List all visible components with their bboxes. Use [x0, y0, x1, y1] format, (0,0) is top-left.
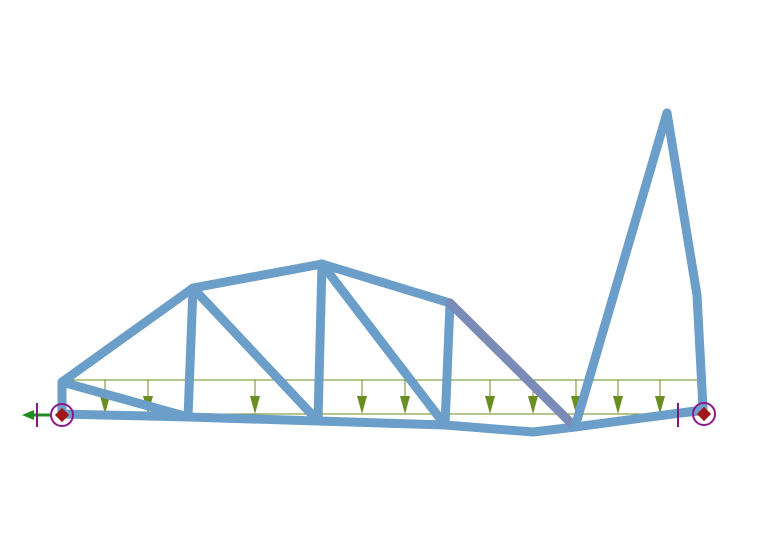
member — [183, 283, 198, 422]
load-arrowhead — [655, 396, 665, 414]
member — [57, 283, 198, 387]
load-arrowhead — [528, 396, 538, 414]
load-arrowhead — [400, 396, 410, 414]
member — [440, 298, 455, 430]
truss-members — [57, 108, 708, 437]
supports — [22, 402, 716, 427]
member — [317, 259, 455, 308]
support-node — [54, 407, 70, 423]
member — [317, 259, 450, 430]
member — [662, 108, 708, 413]
bottom-chord — [57, 405, 708, 437]
load-arrowhead — [485, 396, 495, 414]
member — [188, 259, 327, 293]
member — [445, 298, 580, 432]
load-arrowhead — [250, 396, 260, 414]
member — [570, 108, 672, 432]
load-arrowhead — [100, 396, 110, 414]
support — [50, 403, 74, 427]
load-arrowhead — [613, 396, 623, 414]
member — [57, 377, 193, 422]
support-node — [696, 406, 712, 422]
load-arrowhead — [357, 396, 367, 414]
member — [188, 283, 323, 426]
member — [313, 259, 327, 426]
support — [692, 402, 716, 426]
reaction-arrowhead — [22, 410, 34, 420]
